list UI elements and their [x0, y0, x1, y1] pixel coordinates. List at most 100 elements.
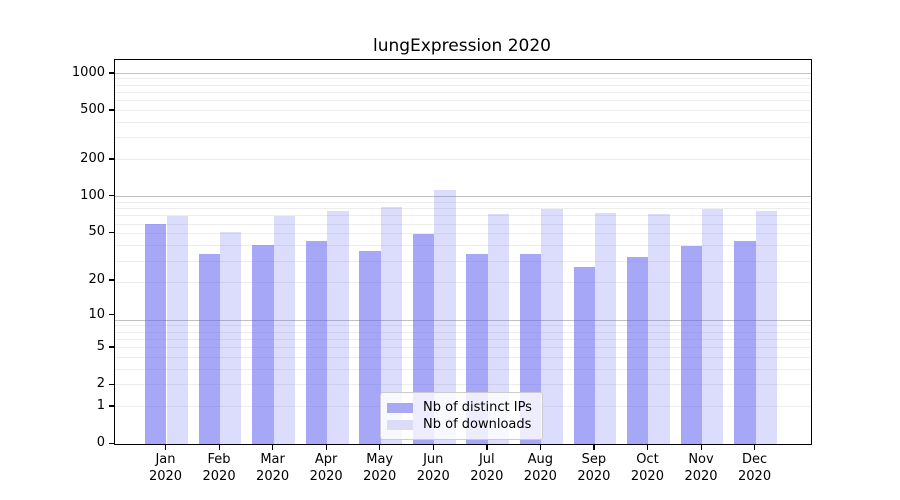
- legend-label-downloads: Nb of downloads: [423, 417, 532, 432]
- minor-gridline: [115, 346, 811, 348]
- minor-gridline: [115, 356, 811, 358]
- legend-item-distinct-ips: Nb of distinct IPs: [387, 399, 534, 416]
- bar-distinct-ips-apr: [305, 241, 328, 444]
- y-tick-mark: [109, 72, 114, 74]
- bar-downloads-jan: [166, 215, 188, 444]
- minor-gridline: [115, 137, 811, 139]
- minor-gridline: [115, 208, 811, 210]
- minor-gridline: [115, 121, 811, 123]
- y-tick-label: 1: [96, 397, 105, 413]
- bar-distinct-ips-feb: [198, 253, 221, 444]
- y-tick-label: 10: [88, 306, 105, 322]
- y-tick-label: 200: [80, 150, 105, 166]
- y-tick-label: 2: [96, 376, 105, 392]
- x-tick-label: Sep 2020: [577, 452, 611, 484]
- y-tick-label: 20: [88, 271, 105, 287]
- gridlines-layer: [115, 60, 811, 444]
- bar-distinct-ips-jun: [412, 234, 435, 444]
- minor-gridline: [115, 331, 811, 333]
- major-gridline: [115, 196, 811, 198]
- x-tick-label: Apr 2020: [309, 452, 343, 484]
- x-tick-mark: [593, 444, 595, 450]
- legend-swatch-distinct-ips: [387, 402, 413, 413]
- x-tick-label: Dec 2020: [738, 452, 772, 484]
- bar-downloads-may: [380, 206, 403, 444]
- x-tick-mark: [539, 444, 542, 450]
- minor-gridline: [115, 223, 811, 225]
- bar-distinct-ips-jan: [145, 223, 167, 444]
- bar-downloads-aug: [541, 209, 563, 444]
- legend-item-downloads: Nb of downloads: [387, 416, 534, 433]
- bar-distinct-ips-oct: [627, 256, 649, 444]
- y-tick-mark: [109, 279, 114, 281]
- bar-distinct-ips-may: [359, 250, 381, 444]
- x-tick-mark: [272, 444, 274, 450]
- x-tick-mark: [218, 444, 220, 450]
- y-tick-mark: [109, 231, 114, 234]
- x-tick-mark: [432, 444, 435, 450]
- x-tick-mark: [486, 444, 488, 450]
- x-tick-label: Feb 2020: [202, 452, 236, 484]
- minor-gridline: [115, 109, 811, 111]
- minor-gridline: [115, 282, 811, 284]
- y-tick-mark: [109, 195, 114, 197]
- x-tick-label: Mar 2020: [256, 452, 290, 484]
- bar-downloads-apr: [327, 211, 349, 444]
- plot-area: Nb of distinct IPs Nb of downloads: [114, 59, 812, 445]
- bar-downloads-oct: [648, 214, 670, 444]
- minor-gridline: [115, 338, 811, 340]
- minor-gridline: [115, 260, 811, 262]
- bar-downloads-nov: [702, 209, 724, 444]
- y-tick-label: 50: [88, 224, 105, 240]
- x-tick-label: Aug 2020: [523, 452, 557, 484]
- legend-swatch-downloads: [387, 419, 413, 430]
- bar-distinct-ips-nov: [680, 246, 702, 444]
- y-tick-mark: [109, 314, 114, 316]
- bar-distinct-ips-sep: [573, 267, 595, 444]
- y-tick-mark: [109, 346, 114, 348]
- minor-gridline: [115, 368, 811, 370]
- y-tick-mark: [109, 109, 114, 111]
- legend-label-distinct-ips: Nb of distinct IPs: [423, 400, 532, 415]
- minor-gridline: [115, 215, 811, 217]
- legend: Nb of distinct IPs Nb of downloads: [380, 392, 543, 440]
- minor-gridline: [115, 233, 811, 235]
- y-tick-label: 1000: [71, 64, 105, 80]
- x-tick-label: Jan 2020: [148, 452, 183, 484]
- y-tick-mark: [109, 442, 114, 444]
- x-tick-mark: [379, 444, 381, 450]
- major-gridline: [115, 319, 811, 321]
- y-tick-mark: [109, 158, 114, 160]
- minor-gridline: [115, 100, 811, 102]
- minor-gridline: [115, 84, 811, 86]
- x-tick-label: May 2020: [363, 452, 397, 484]
- y-tick-label: 0: [96, 435, 105, 450]
- minor-gridline: [115, 159, 811, 161]
- x-tick-mark: [754, 444, 756, 450]
- bar-downloads-jun: [434, 190, 456, 444]
- bar-downloads-sep: [594, 212, 617, 444]
- bars-layer: [115, 60, 811, 444]
- x-tick-label: Nov 2020: [684, 452, 718, 484]
- y-tick-label: 100: [80, 187, 105, 203]
- minor-gridline: [115, 78, 811, 80]
- x-tick-mark: [646, 444, 649, 450]
- bar-downloads-dec: [755, 210, 777, 444]
- bar-downloads-feb: [220, 232, 242, 444]
- minor-gridline: [115, 325, 811, 327]
- chart-title: lungExpression 2020: [372, 36, 551, 56]
- bar-distinct-ips-dec: [734, 241, 756, 444]
- bar-distinct-ips-mar: [252, 245, 274, 444]
- bar-downloads-jul: [487, 214, 510, 444]
- x-tick-mark: [325, 444, 327, 450]
- major-gridline: [115, 72, 811, 74]
- x-tick-label: Jun 2020: [416, 452, 450, 484]
- x-tick-mark: [165, 444, 167, 450]
- x-tick-label: Oct 2020: [630, 452, 664, 484]
- x-tick-mark: [700, 444, 702, 450]
- bar-downloads-mar: [273, 215, 295, 444]
- minor-gridline: [115, 201, 811, 203]
- x-tick-label: Jul 2020: [470, 452, 504, 484]
- y-tick-label: 500: [80, 101, 105, 117]
